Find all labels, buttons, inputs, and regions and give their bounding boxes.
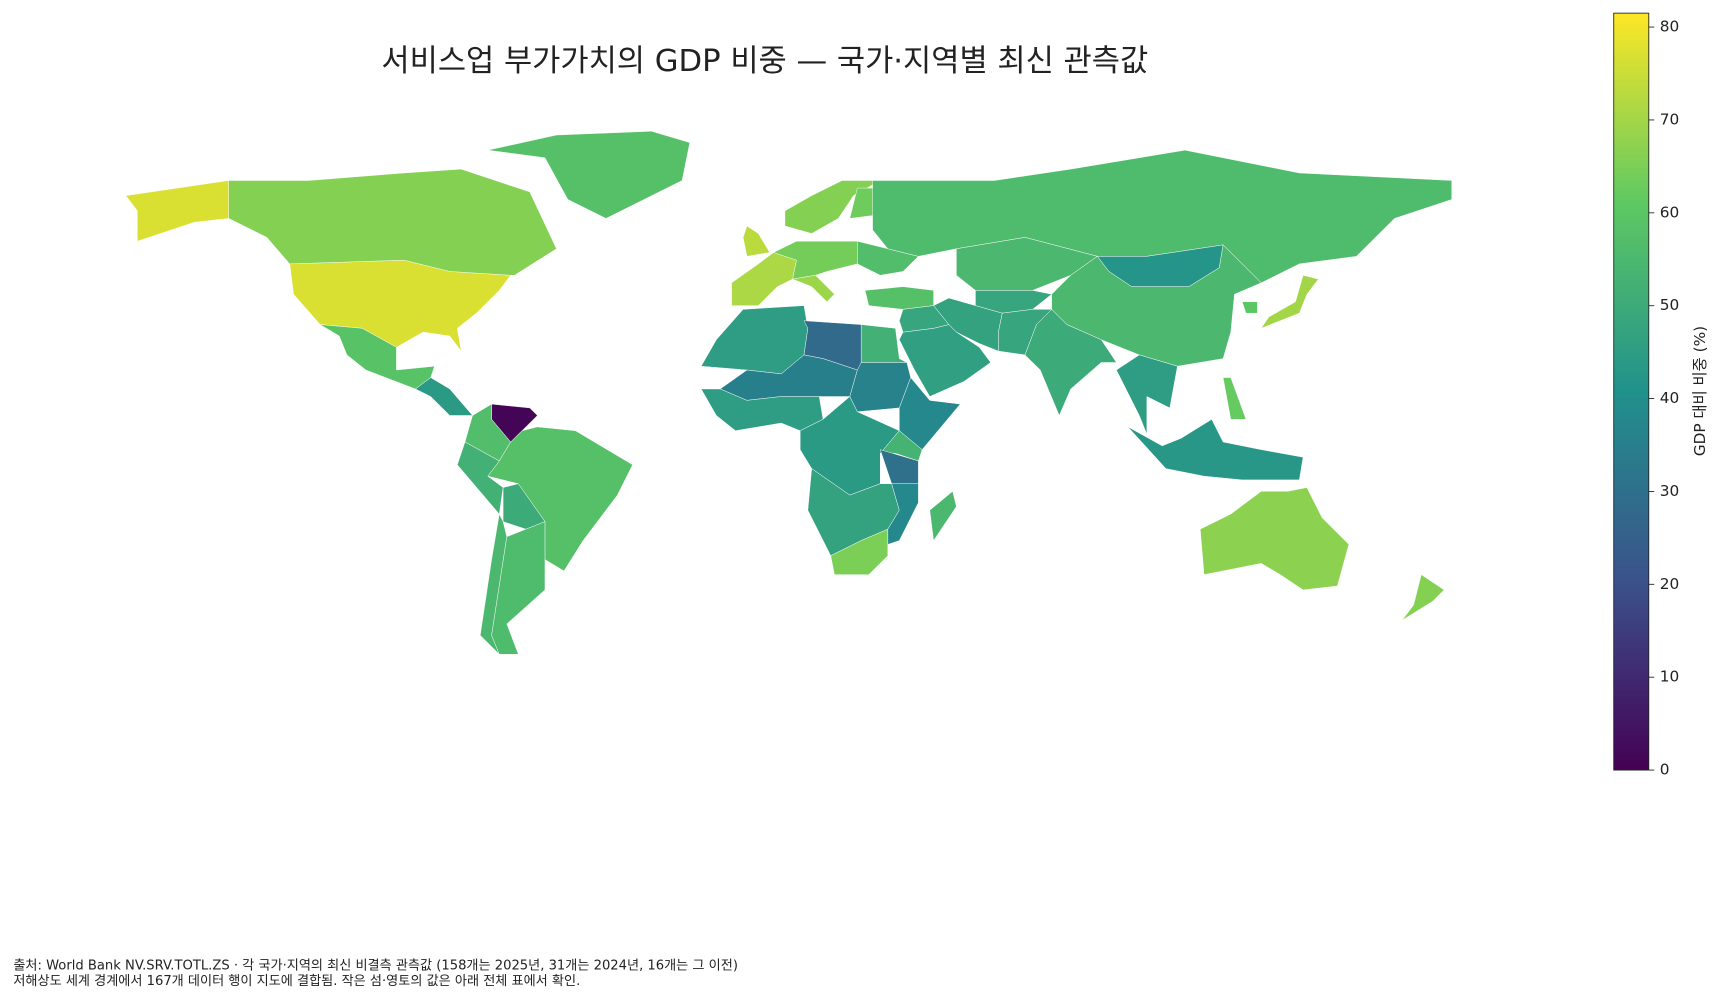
region xyxy=(860,324,907,363)
colorbar-tick-label: 10 xyxy=(1660,668,1680,686)
region xyxy=(1127,419,1304,481)
colorbar-tick-label: 50 xyxy=(1660,296,1680,314)
region xyxy=(864,286,934,310)
region xyxy=(772,240,858,280)
colorbar-tick-label: 20 xyxy=(1660,575,1680,593)
chart-title: 서비스업 부가가치의 GDP 비중 — 국가·지역별 최신 관측값 xyxy=(381,44,1148,79)
region xyxy=(1241,301,1258,314)
colorbar-tick-label: 30 xyxy=(1660,482,1680,500)
region xyxy=(700,305,809,375)
region xyxy=(1222,377,1247,420)
region xyxy=(491,521,546,655)
region xyxy=(872,149,1452,284)
colorbar-tick-label: 70 xyxy=(1660,110,1680,128)
footnote: 출처: World Bank NV.SRV.TOTL.ZS · 각 국가·지역의… xyxy=(13,958,738,974)
colorbar-tick-label: 80 xyxy=(1660,18,1680,36)
region xyxy=(956,237,1098,291)
region xyxy=(415,377,474,416)
footnote: 저해상도 세계 경계에서 167개 데이터 행이 지도에 결합됨. 작은 섬·영… xyxy=(13,973,580,989)
region xyxy=(1116,354,1178,435)
region xyxy=(731,252,797,306)
region xyxy=(830,528,889,575)
region xyxy=(887,483,919,545)
colorbar-tick-label: 60 xyxy=(1660,203,1680,221)
world-map xyxy=(125,131,1452,655)
region xyxy=(1402,574,1445,621)
region xyxy=(125,180,229,242)
colorbar-label: GDP 대비 비중 (%) xyxy=(1691,326,1709,456)
region xyxy=(899,305,950,333)
region xyxy=(1199,487,1350,591)
colorbar-tick-label: 40 xyxy=(1660,389,1680,407)
colorbar xyxy=(1613,12,1650,771)
colorbar-tick-label: 0 xyxy=(1660,761,1670,779)
region xyxy=(1260,275,1319,329)
region xyxy=(487,131,691,219)
region xyxy=(228,168,557,276)
region xyxy=(929,490,957,542)
region xyxy=(289,259,512,352)
region xyxy=(791,275,835,303)
region xyxy=(742,225,771,257)
